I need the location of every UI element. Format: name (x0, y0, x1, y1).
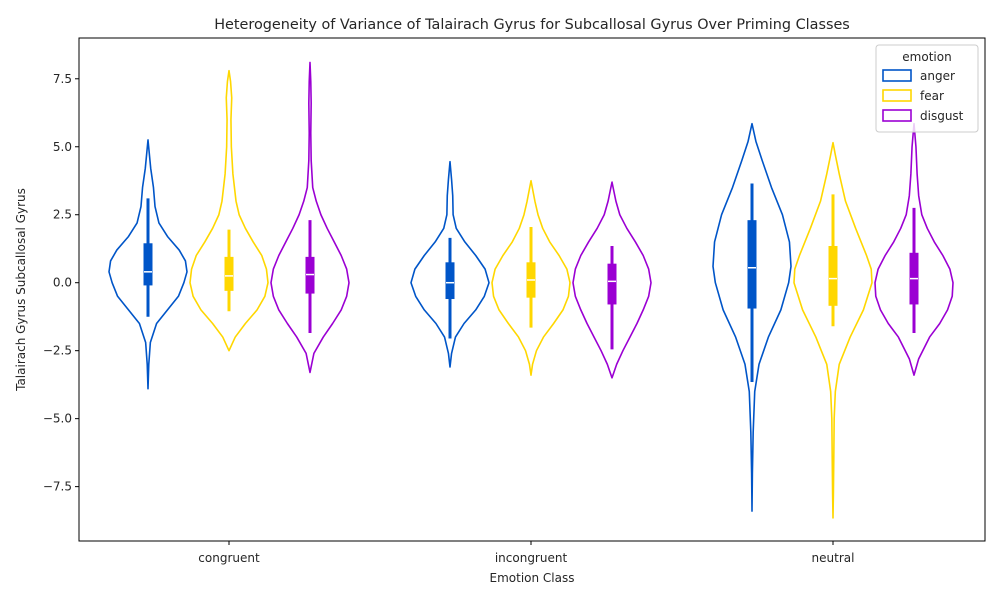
violin-fear-neutral (793, 141, 873, 519)
legend-swatch (882, 69, 912, 82)
violin-iqr-box (828, 245, 838, 306)
violin-iqr-box (143, 243, 153, 286)
y-tick-label: 2.5 (53, 208, 72, 222)
violin-anger-incongruent (410, 160, 490, 368)
violin-fear-congruent (189, 69, 269, 352)
violin-iqr-box (445, 262, 455, 300)
legend-label: disgust (920, 109, 964, 123)
y-tick-label: 5.0 (53, 140, 72, 154)
x-tick-label-neutral: neutral (812, 551, 855, 565)
y-tick-label: −7.5 (43, 480, 72, 494)
y-tick-label: 0.0 (53, 276, 72, 290)
y-tick-label: −5.0 (43, 412, 72, 426)
legend-items: anger fear disgust (882, 69, 964, 123)
violin-body (189, 69, 269, 352)
legend-item-disgust: disgust (882, 109, 964, 123)
y-axis-label: Talairach Gyrus Subcallosal Gyrus (14, 188, 28, 392)
violin-body (572, 181, 652, 379)
legend-item-anger: anger (882, 69, 955, 83)
y-tick-label: 7.5 (53, 72, 72, 86)
legend-label: anger (920, 69, 955, 83)
legend-swatch (882, 109, 912, 122)
x-axis: congruent incongruent neutral (198, 541, 854, 565)
violin-anger-neutral (712, 122, 792, 512)
x-tick-label-congruent: congruent (198, 551, 260, 565)
violin-body (712, 122, 792, 512)
legend-title: emotion (902, 50, 951, 64)
violin-fear-incongruent (491, 179, 571, 376)
chart-title: Heterogeneity of Variance of Talairach G… (214, 17, 850, 33)
violin-body (108, 139, 188, 390)
violin-disgust-congruent (270, 61, 350, 374)
legend-item-fear: fear (882, 89, 944, 103)
y-tick-label: −2.5 (43, 344, 72, 358)
x-tick-label-incongruent: incongruent (495, 551, 568, 565)
violin-anger-congruent (108, 139, 188, 390)
y-axis: −7.5 −5.0 −2.5 0.0 2.5 5.0 7.5 (43, 72, 79, 494)
violin-body (270, 61, 350, 374)
violin-iqr-box (607, 263, 617, 305)
legend-swatch (882, 89, 912, 102)
violin-body (410, 160, 490, 368)
violin-iqr-box (747, 220, 757, 309)
violin-body (793, 141, 873, 519)
plot-area (108, 61, 954, 519)
violin-iqr-box (224, 256, 234, 291)
x-axis-label: Emotion Class (490, 571, 575, 585)
legend-label: fear (920, 89, 944, 103)
violin-disgust-incongruent (572, 181, 652, 379)
axes-frame (78, 37, 986, 542)
legend: emotion anger fear disgust (875, 44, 979, 133)
violin-body (491, 179, 571, 376)
